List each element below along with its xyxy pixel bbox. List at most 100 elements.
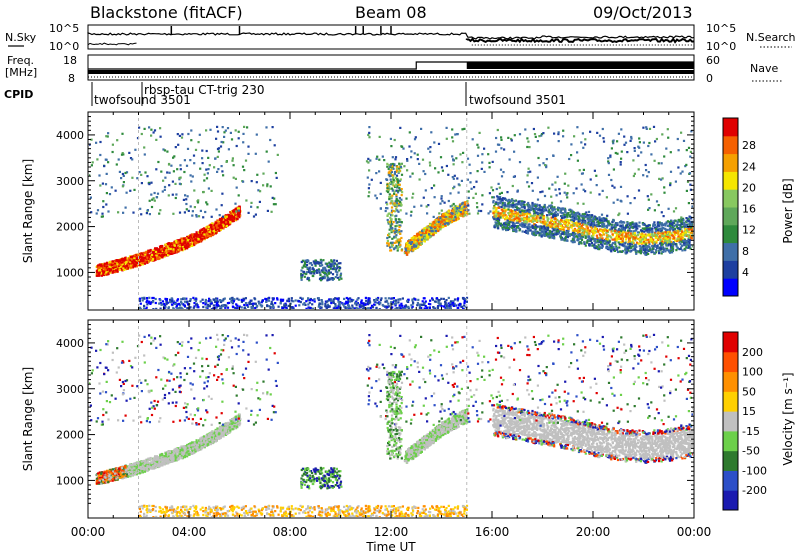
power-cell xyxy=(404,247,407,250)
power-cell xyxy=(173,240,176,243)
power-cell xyxy=(224,219,227,222)
power-cell xyxy=(605,242,608,245)
power-cell xyxy=(497,203,500,206)
power-cell xyxy=(536,225,539,228)
power-cell xyxy=(639,238,642,241)
power-cell xyxy=(517,210,520,213)
power-cell xyxy=(664,222,667,225)
power-cell xyxy=(504,225,507,228)
power-cell xyxy=(198,240,201,243)
power-cell xyxy=(212,230,216,233)
power-cell xyxy=(646,247,649,250)
power-cell xyxy=(627,243,630,246)
power-cell xyxy=(441,217,444,220)
power-cell xyxy=(126,257,129,260)
power-cell xyxy=(640,250,643,254)
power-cell xyxy=(639,229,643,232)
power-cell xyxy=(601,222,604,226)
power-cell xyxy=(648,233,651,236)
power-cell xyxy=(542,220,545,223)
power-cell xyxy=(432,220,435,223)
power-cell xyxy=(625,249,628,252)
power-cell xyxy=(669,220,672,223)
power-cell xyxy=(565,239,569,242)
power-cell xyxy=(668,222,671,225)
power-cell xyxy=(179,240,182,243)
power-cell xyxy=(210,224,213,227)
power-cell xyxy=(643,252,646,255)
power-cell xyxy=(163,255,166,258)
power-cell xyxy=(599,229,602,232)
power-cell xyxy=(532,214,535,217)
power-cell xyxy=(407,240,410,243)
power-cell xyxy=(428,228,432,231)
power-cell xyxy=(545,221,548,224)
power-cell xyxy=(131,256,134,259)
power-cell xyxy=(523,207,526,210)
power-cell xyxy=(682,217,685,220)
power-cell xyxy=(171,250,174,253)
power-cell xyxy=(598,216,601,219)
power-cell xyxy=(514,210,517,213)
power-cell xyxy=(146,256,149,259)
power-cell xyxy=(420,234,423,237)
power-cell xyxy=(185,243,188,246)
power-cell xyxy=(510,214,514,217)
power-cell xyxy=(599,241,602,244)
power-cell xyxy=(668,249,671,252)
power-cell xyxy=(415,242,418,245)
power-cell xyxy=(677,218,680,221)
power-cell xyxy=(225,221,228,224)
power-cell xyxy=(103,262,106,265)
power-cell xyxy=(647,252,650,255)
power-cell xyxy=(611,233,614,236)
power-cell xyxy=(649,236,652,239)
power-cell xyxy=(238,205,241,208)
power-cell xyxy=(611,242,615,245)
power-cell xyxy=(232,209,235,212)
power-cell xyxy=(149,249,152,252)
power-cell xyxy=(546,229,549,232)
power-cell xyxy=(586,218,589,221)
power-cell xyxy=(409,242,413,245)
power-cell xyxy=(199,237,202,240)
power-cell xyxy=(613,238,616,241)
power-cell xyxy=(666,228,669,231)
power-cell xyxy=(193,235,196,238)
power-cell xyxy=(415,247,418,250)
power-cell xyxy=(517,224,520,228)
power-cell xyxy=(234,213,237,216)
power-cell xyxy=(552,228,555,231)
power-cell xyxy=(600,246,603,249)
power-cell xyxy=(150,255,153,258)
power-cell xyxy=(675,249,678,252)
power-cell xyxy=(442,213,445,216)
power-cell xyxy=(553,208,557,211)
power-cell xyxy=(528,203,531,206)
power-cell xyxy=(516,226,519,229)
power-cell xyxy=(432,229,435,233)
power-cell xyxy=(521,230,524,233)
power-cell xyxy=(619,221,622,224)
power-cell xyxy=(97,269,100,272)
power-cell xyxy=(612,219,615,222)
power-cell xyxy=(158,253,161,257)
power-cell xyxy=(531,231,534,234)
power-cell xyxy=(668,220,671,224)
power-cell xyxy=(183,246,186,249)
power-cell xyxy=(527,212,530,215)
power-cell xyxy=(625,232,628,236)
power-cell xyxy=(439,216,442,219)
power-cell xyxy=(570,223,573,226)
power-cell xyxy=(512,206,515,209)
power-cell xyxy=(545,231,548,234)
power-cell xyxy=(601,237,604,240)
power-cell xyxy=(456,210,459,213)
power-cell xyxy=(147,249,150,252)
power-cell xyxy=(687,231,690,234)
power-cell xyxy=(627,249,630,252)
power-cell xyxy=(685,243,688,246)
power-cell xyxy=(686,229,689,232)
power-cell xyxy=(144,253,147,256)
power-cell xyxy=(173,244,176,247)
